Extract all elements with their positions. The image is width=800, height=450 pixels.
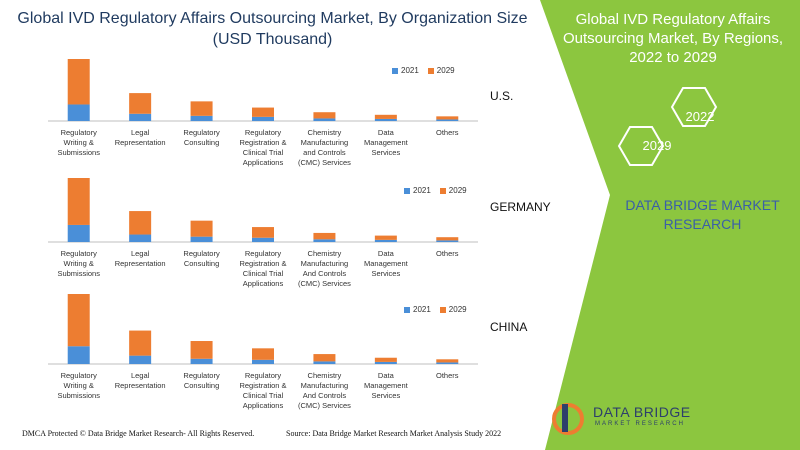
hexagon-2022 [670,87,718,127]
bar-2029 [190,101,213,116]
category-label: Regulatory Consulting [183,371,220,390]
legend-label-2021: 2021 [413,186,431,195]
legend-swatch-2029 [439,306,446,313]
bar-2029 [252,107,274,117]
category-label: Chemistry Manufacturing And Controls (CMC) … [297,249,351,288]
hexagon-2029 [617,126,665,166]
bar-2029 [374,114,397,119]
legend-label-2029: 2029 [436,66,455,75]
category-label: Regulatory Consulting [183,128,220,147]
category-label: Legal Representation [114,249,166,268]
page-title: Global IVD Regulatory Affairs Outsourcin… [17,10,528,48]
category-label: Others [436,128,459,137]
category-label: Data Management Services [363,371,408,400]
bar-2021 [374,118,397,121]
chart-legend: 2021 2029 [404,305,473,314]
bar-2021 [313,118,336,121]
bar-2021 [67,224,90,242]
bar-2021 [129,355,152,364]
bar-2021 [129,234,152,242]
year-2022-label: 2022 [685,109,715,124]
bar-2021 [374,361,397,364]
legend-swatch-2029 [439,187,446,194]
category-label: Regulatory Writing & Submissions [57,371,100,400]
logo-icon [552,403,584,435]
dmca-notice: DMCA Protected © Data Bridge Market Rese… [22,429,255,438]
year-2029-label: 2029 [642,138,672,153]
category-label: Chemistry Manufacturing And Controls (CMC) … [297,371,351,410]
bar-2021 [252,116,274,121]
bar-2021 [252,237,274,242]
bar-2021 [313,361,336,364]
bar-2021 [436,362,459,364]
legend-label-2029: 2029 [448,186,467,195]
category-label: Legal Representation [114,371,166,390]
bar-2021 [190,236,213,242]
bar-2029 [252,227,274,238]
bar-2021 [190,358,213,364]
bar-2021 [67,346,90,364]
bar-2029 [313,232,336,240]
bar-2029 [436,237,459,241]
chart-legend: 2021 2029 [404,186,473,195]
category-label: Others [436,371,459,380]
legend-label-2021: 2021 [413,305,431,314]
bar-2029 [374,235,397,240]
bar-2029 [67,294,90,347]
bar-2021 [190,115,213,121]
category-label: Regulatory Consulting [183,249,220,268]
bar-2029 [190,220,213,237]
category-label: Data Management Services [363,249,408,278]
logo-tagline: MARKET RESEARCH [595,421,685,427]
bar-2029 [129,93,152,114]
bar-2029 [67,178,90,225]
panel-shape [540,0,800,450]
region-label: U.S. [490,89,514,103]
legend-label-2021: 2021 [401,66,419,75]
bar-2021 [252,359,274,364]
category-label: Data Management Services [363,128,408,157]
bar-2029 [374,357,397,362]
category-label: Regulatory Writing & Submissions [57,249,100,278]
bar-2029 [67,59,90,105]
side-panel-title: Global IVD Regulatory Affairs Outsourcin… [562,11,784,66]
category-label: Regulatory Writing & Submissions [57,128,100,157]
legend-swatch-2021 [404,306,410,313]
bar-2029 [313,354,336,362]
legend-swatch-2029 [427,67,434,74]
bar-2021 [313,239,336,242]
logo-name: DATA BRIDGE [593,404,691,420]
side-panel-brand: DATA BRIDGE MARKET RESEARCH [625,197,780,232]
bar-2029 [313,112,336,119]
category-label: Regulatory Registration & Clinical Trial Ap… [239,249,287,288]
legend-label-2029: 2029 [448,305,467,314]
bar-2021 [436,119,459,121]
region-label: GERMANY [490,200,551,214]
category-label: Regulatory Registration & Clinical Trial Ap… [239,128,287,167]
logo-bar [562,404,568,432]
region-label: CHINA [490,320,528,334]
category-label: Regulatory Registration & Clinical Trial Ap… [239,371,287,410]
bar-2029 [436,359,459,363]
source-note: Source: Data Bridge Market Research Mark… [286,429,502,438]
bar-2029 [190,341,213,359]
category-label: Legal Representation [114,128,166,147]
category-label: Others [436,249,459,258]
bar-2029 [129,211,152,235]
bar-2029 [252,348,274,360]
legend-swatch-2021 [392,67,398,74]
bar-2029 [129,330,152,356]
chart-legend: 2021 2029 [392,66,461,75]
legend-swatch-2021 [404,187,410,194]
bar-2021 [436,240,459,242]
bar-2021 [67,104,90,121]
category-label: Chemistry Manufacturing and Controls (CMC) … [297,128,351,167]
bar-2021 [129,113,152,121]
bar-2021 [374,239,397,242]
bar-2029 [436,116,459,120]
